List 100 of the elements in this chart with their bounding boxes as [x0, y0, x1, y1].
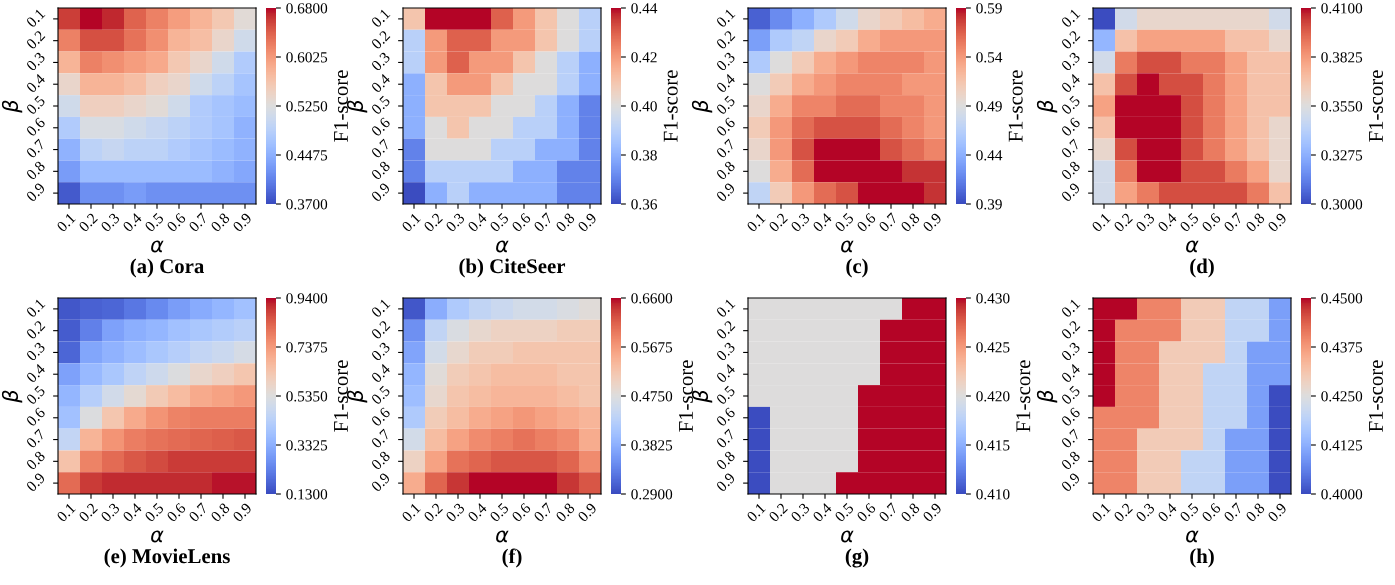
color-bar-label: 0.3275	[1321, 150, 1363, 161]
text: (e) MovieLens	[104, 548, 230, 568]
text: (h)	[1190, 548, 1214, 568]
x-tick-label: 0.2	[423, 502, 444, 523]
color-bar-label: 0.38	[631, 150, 657, 161]
y-tick-label: 0.2	[25, 319, 46, 340]
x-tick-label: 0.1	[1091, 212, 1111, 233]
x-tick-label: 0.9	[922, 502, 943, 523]
y-tick-label: 0.6	[1060, 406, 1081, 427]
y-tick-label: 0.1	[1060, 8, 1081, 28]
color-bar-label: 0.410	[976, 489, 1010, 500]
y-tick-label: 0.3	[715, 51, 736, 72]
y-tick-label: 0.7	[715, 428, 736, 449]
y-tick-label: 0.9	[25, 472, 46, 493]
y-tick-label: 0.9	[1060, 472, 1081, 493]
y-tick-label: 0.1	[715, 8, 736, 28]
y-tick-label: 0.3	[715, 341, 736, 362]
x-tick-label: 0.3	[1135, 502, 1156, 523]
x-tick-label: 0.4	[467, 212, 488, 233]
y-axis-title: β	[1036, 100, 1058, 113]
color-bar-title: F1-score	[1016, 360, 1031, 432]
color-bar-label: 0.4375	[1321, 342, 1363, 353]
color-bar-label: 0.4250	[1321, 391, 1363, 402]
color-bar-label: 0.49	[976, 101, 1002, 112]
x-tick-label: 0.2	[768, 212, 789, 233]
color-bar-title: F1-score	[1368, 70, 1383, 142]
color-bar-label: 0.3825	[1321, 52, 1363, 63]
x-axis-title: α	[1186, 530, 1199, 543]
text: (d)	[1190, 258, 1214, 278]
x-tick-label: 0.8	[900, 212, 921, 233]
x-tick-label: 0.4	[1157, 502, 1178, 523]
x-tick-label: 0.3	[445, 502, 466, 523]
y-tick-label: 0.7	[370, 138, 391, 159]
y-tick-label: 0.3	[1060, 51, 1081, 72]
color-bar-label: 0.6025	[286, 52, 328, 63]
x-tick-label: 0.4	[467, 502, 488, 523]
x-tick-label: 0.7	[188, 212, 209, 233]
x-axis-title: α	[496, 240, 509, 253]
color-bar-label: 0.54	[976, 52, 1003, 63]
x-tick-label: 0.9	[1267, 212, 1288, 233]
x-tick-label: 0.8	[210, 502, 231, 523]
y-tick-label: 0.1	[25, 8, 46, 28]
x-tick-label: 0.8	[1245, 502, 1266, 523]
color-bar-label: 0.39	[976, 199, 1002, 210]
y-tick-label: 0.6	[370, 406, 391, 427]
text: (b) CiteSeer	[459, 258, 566, 278]
y-axis-title: β	[346, 100, 368, 113]
color-bar-label: 0.44	[976, 150, 1003, 161]
y-tick-label: 0.6	[370, 116, 391, 137]
y-tick-label: 0.8	[715, 160, 736, 181]
y-tick-label: 0.5	[1060, 95, 1081, 116]
x-axis-title: α	[151, 530, 164, 543]
y-tick-label: 0.4	[25, 363, 46, 384]
color-bar-label: 0.3000	[1321, 199, 1363, 210]
y-tick-label: 0.4	[1060, 363, 1081, 384]
y-axis-title: β	[691, 100, 713, 113]
y-tick-label: 0.8	[25, 160, 46, 181]
color-bar-label: 0.6600	[631, 293, 673, 304]
x-tick-label: 0.6	[856, 502, 877, 523]
x-tick-label: 0.7	[533, 502, 554, 523]
x-tick-label: 0.3	[100, 212, 121, 233]
y-tick-label: 0.2	[370, 29, 391, 50]
x-tick-label: 0.5	[144, 212, 165, 233]
color-bar-title: F1-score	[1008, 70, 1023, 142]
color-bar-label: 0.430	[976, 293, 1010, 304]
x-tick-label: 0.5	[489, 212, 510, 233]
x-tick-label: 0.1	[746, 212, 766, 233]
x-tick-label: 0.5	[144, 502, 165, 523]
x-tick-label: 0.3	[445, 212, 466, 233]
y-tick-label: 0.1	[715, 298, 736, 318]
y-tick-label: 0.7	[1060, 428, 1081, 449]
x-tick-label: 0.1	[56, 502, 76, 523]
x-axis-title: α	[496, 530, 509, 543]
y-tick-label: 0.4	[370, 363, 391, 384]
color-bar-label: 0.4475	[286, 150, 328, 161]
y-tick-label: 0.3	[1060, 341, 1081, 362]
x-tick-label: 0.5	[834, 502, 855, 523]
x-tick-label: 0.1	[401, 502, 421, 523]
text: (f)	[502, 548, 522, 568]
x-axis-title: α	[841, 240, 854, 253]
x-tick-label: 0.5	[1179, 212, 1200, 233]
x-tick-label: 0.9	[232, 502, 253, 523]
x-tick-label: 0.2	[78, 502, 99, 523]
color-bar-label: 0.425	[976, 342, 1010, 353]
color-bar-title: F1-score	[1368, 360, 1383, 432]
color-bar-label: 0.4750	[631, 391, 673, 402]
x-tick-label: 0.9	[922, 212, 943, 233]
color-bar-label: 0.4100	[1321, 3, 1363, 14]
color-bar-title: F1-score	[663, 70, 678, 142]
x-tick-label: 0.9	[577, 212, 598, 233]
y-axis-title: β	[1036, 390, 1058, 403]
y-axis-title: β	[346, 390, 368, 403]
y-axis-title: β	[1, 100, 23, 113]
x-tick-label: 0.8	[555, 212, 576, 233]
y-tick-label: 0.3	[25, 341, 46, 362]
x-tick-label: 0.2	[1113, 502, 1134, 523]
x-tick-label: 0.1	[1091, 502, 1111, 523]
x-tick-label: 0.1	[56, 212, 76, 233]
y-tick-label: 0.9	[370, 182, 391, 203]
y-tick-label: 0.3	[370, 341, 391, 362]
